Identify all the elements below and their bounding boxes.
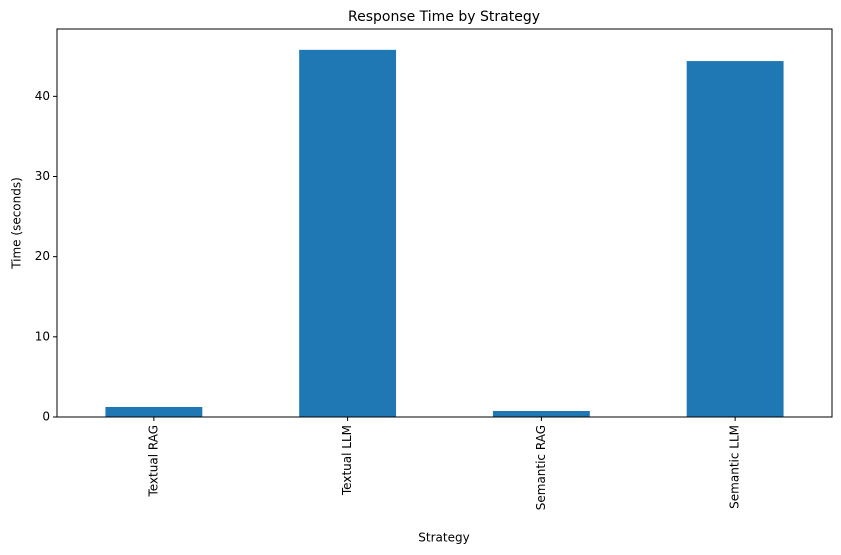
bar xyxy=(492,410,590,417)
y-tick-label: 40 xyxy=(35,89,50,103)
x-axis-label: Strategy xyxy=(418,531,469,545)
y-tick-label: 30 xyxy=(35,169,50,183)
x-tick-label: Semantic RAG xyxy=(534,425,548,510)
bar xyxy=(686,61,784,418)
x-tick-label: Semantic LLM xyxy=(728,425,742,509)
x-tick-label: Textual RAG xyxy=(146,425,160,498)
x-tick-label: Textual LLM xyxy=(340,425,354,496)
y-axis-label: Time (seconds) xyxy=(10,177,24,270)
bar xyxy=(105,406,203,417)
bar xyxy=(299,49,397,417)
y-tick-label: 0 xyxy=(42,410,50,424)
plot-frame xyxy=(56,28,833,418)
y-tick-label: 10 xyxy=(35,329,50,343)
y-tick-label: 20 xyxy=(35,249,50,263)
chart-title: Response Time by Strategy xyxy=(348,9,540,25)
